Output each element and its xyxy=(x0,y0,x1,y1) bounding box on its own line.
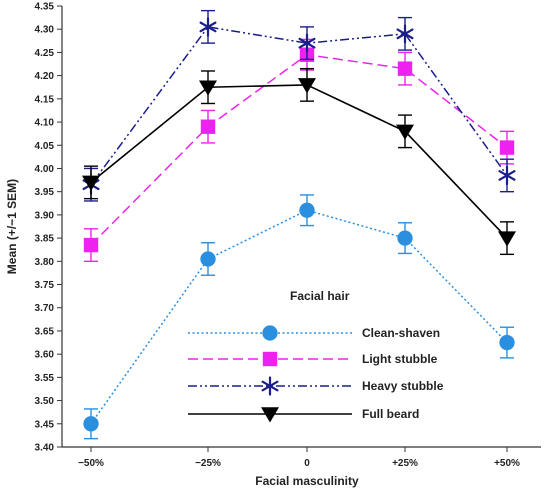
marker-asterisk-stroke xyxy=(261,380,279,392)
series-full-beard xyxy=(82,67,516,256)
y-tick-label: 3.70 xyxy=(35,303,55,314)
y-axis-title: Mean (+/−1 SEM) xyxy=(5,179,19,274)
x-tick-label: −25% xyxy=(195,458,221,469)
y-tick-label: 3.90 xyxy=(35,210,55,221)
y-tick-label: 4.15 xyxy=(35,94,55,105)
y-tick-label: 3.45 xyxy=(35,419,55,430)
y-tick-label: 4.05 xyxy=(35,141,55,152)
legend-label: Light stubble xyxy=(362,352,438,366)
y-tick-label: 4.25 xyxy=(35,48,55,59)
marker-square xyxy=(83,237,99,253)
marker-square xyxy=(262,351,278,367)
y-tick-label: 4.00 xyxy=(35,164,55,175)
legend: Facial hair Clean-shaven Light stubble Heav… xyxy=(188,289,444,423)
y-tick-label: 4.35 xyxy=(35,2,55,13)
legend-label: Clean-shaven xyxy=(362,326,440,340)
legend-title: Facial hair xyxy=(290,289,350,303)
series-light-stubble xyxy=(83,38,515,263)
y-tick-label: 3.55 xyxy=(35,373,55,384)
series-layer xyxy=(82,9,516,440)
y-tick-label: 3.85 xyxy=(35,234,55,245)
marker-circle xyxy=(499,334,515,351)
legend-label: Heavy stubble xyxy=(362,379,444,393)
y-tick-label: 3.95 xyxy=(35,187,55,198)
marker-circle xyxy=(200,251,216,267)
y-tick-label: 3.75 xyxy=(35,280,55,291)
series-clean-shaven xyxy=(83,194,515,440)
marker-triangle xyxy=(498,231,516,247)
x-axis-title: Facial masculinity xyxy=(255,474,359,488)
marker-square xyxy=(397,61,413,76)
marker-circle xyxy=(299,202,315,218)
y-tick-label: 4.30 xyxy=(35,25,55,36)
marker-circle xyxy=(83,416,99,432)
marker-asterisk-stroke xyxy=(498,170,516,181)
marker-circle xyxy=(397,230,413,246)
x-tick-label: +25% xyxy=(392,458,418,469)
y-tick-label: 3.65 xyxy=(35,326,55,337)
marker-square xyxy=(499,140,515,155)
x-tick-label: −50% xyxy=(78,458,104,469)
marker-asterisk-stroke xyxy=(396,28,414,40)
legend-label: Full beard xyxy=(362,407,419,421)
series-line xyxy=(90,53,508,246)
marker-triangle xyxy=(261,407,279,423)
marker-triangle xyxy=(396,124,414,140)
y-tick-label: 3.60 xyxy=(35,350,55,361)
x-tick-label: +50% xyxy=(494,458,520,469)
marker-triangle xyxy=(298,78,316,94)
series-line xyxy=(90,84,508,239)
y-tick-label: 3.80 xyxy=(35,257,55,268)
marker-circle xyxy=(262,325,278,341)
axes: 3.40 3.45 3.50 3.55 3.60 3.65 3.70 3.75 3.80 3.85… xyxy=(35,2,541,469)
marker-asterisk-stroke xyxy=(199,21,217,33)
marker-triangle xyxy=(199,80,217,96)
series-line xyxy=(90,209,508,425)
y-tick-label: 3.50 xyxy=(35,396,55,407)
x-tick-label: 0 xyxy=(304,458,310,469)
y-tick-label: 3.40 xyxy=(35,443,55,454)
y-tick-label: 4.10 xyxy=(35,118,55,129)
marker-square xyxy=(200,119,216,134)
y-tick-label: 4.20 xyxy=(35,71,55,82)
marker-triangle xyxy=(82,175,100,191)
series-heavy-stubble xyxy=(82,9,516,202)
marker-asterisk-stroke xyxy=(298,37,316,49)
series-line xyxy=(90,26,508,186)
